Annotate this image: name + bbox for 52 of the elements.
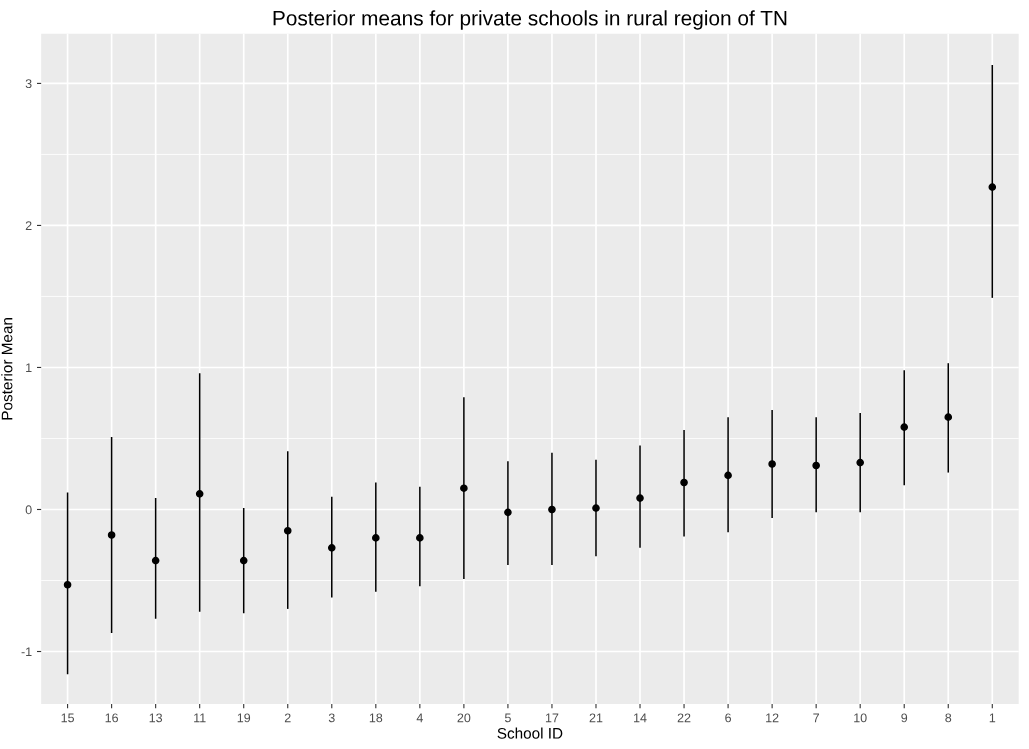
x-tick-label: 4 — [416, 713, 423, 723]
point — [195, 490, 204, 498]
x-tick-label: 9 — [901, 713, 908, 723]
y-tick-label: 3 — [25, 79, 32, 89]
point — [416, 534, 424, 542]
x-tick-label: 17 — [545, 713, 559, 723]
point — [812, 461, 820, 470]
x-axis-title: School ID — [497, 727, 563, 739]
x-tick-label: 16 — [105, 713, 119, 723]
x-tick-label: 21 — [589, 713, 603, 723]
x-tick-label: 6 — [725, 713, 732, 723]
x-tick-label: 14 — [634, 713, 647, 723]
point — [327, 544, 336, 552]
point — [548, 505, 556, 514]
point — [724, 471, 732, 480]
point — [504, 508, 512, 517]
point — [680, 478, 688, 487]
point — [239, 556, 248, 565]
x-tick-label: 11 — [194, 713, 206, 723]
y-tick-label: 2 — [25, 221, 32, 230]
point — [856, 458, 864, 467]
x-tick-label: 18 — [369, 713, 383, 723]
x-tick-label: 20 — [457, 713, 471, 723]
y-tick-label: -1 — [21, 647, 32, 657]
point — [768, 460, 776, 468]
x-tick-label: 7 — [813, 713, 819, 723]
x-tick-label: 19 — [237, 713, 251, 723]
point — [283, 526, 292, 535]
y-tick-label: 0 — [25, 505, 32, 515]
x-tick-label: 8 — [945, 713, 952, 723]
point — [151, 556, 160, 565]
point — [988, 183, 997, 191]
y-axis-title: Posterior Mean — [1, 318, 13, 420]
x-tick-label: 5 — [504, 713, 511, 723]
x-tick-label: 2 — [284, 713, 291, 723]
point — [592, 504, 600, 512]
point — [63, 580, 72, 589]
x-tick-label: 10 — [854, 713, 867, 723]
point — [372, 534, 380, 542]
point — [460, 484, 468, 492]
point — [944, 413, 953, 421]
x-tick-label: 13 — [149, 713, 163, 723]
point — [107, 531, 116, 539]
y-tick-label: 1 — [26, 363, 32, 372]
chart-title: Posterior means for private schools in rural region of TN — [273, 10, 787, 30]
point — [900, 423, 909, 431]
x-tick-label: 1 — [989, 713, 996, 723]
x-tick-label: 12 — [766, 713, 779, 723]
x-tick-label: 3 — [328, 713, 335, 723]
x-tick-label: 22 — [677, 713, 691, 723]
point — [636, 494, 644, 502]
x-tick-label: 15 — [61, 713, 75, 723]
